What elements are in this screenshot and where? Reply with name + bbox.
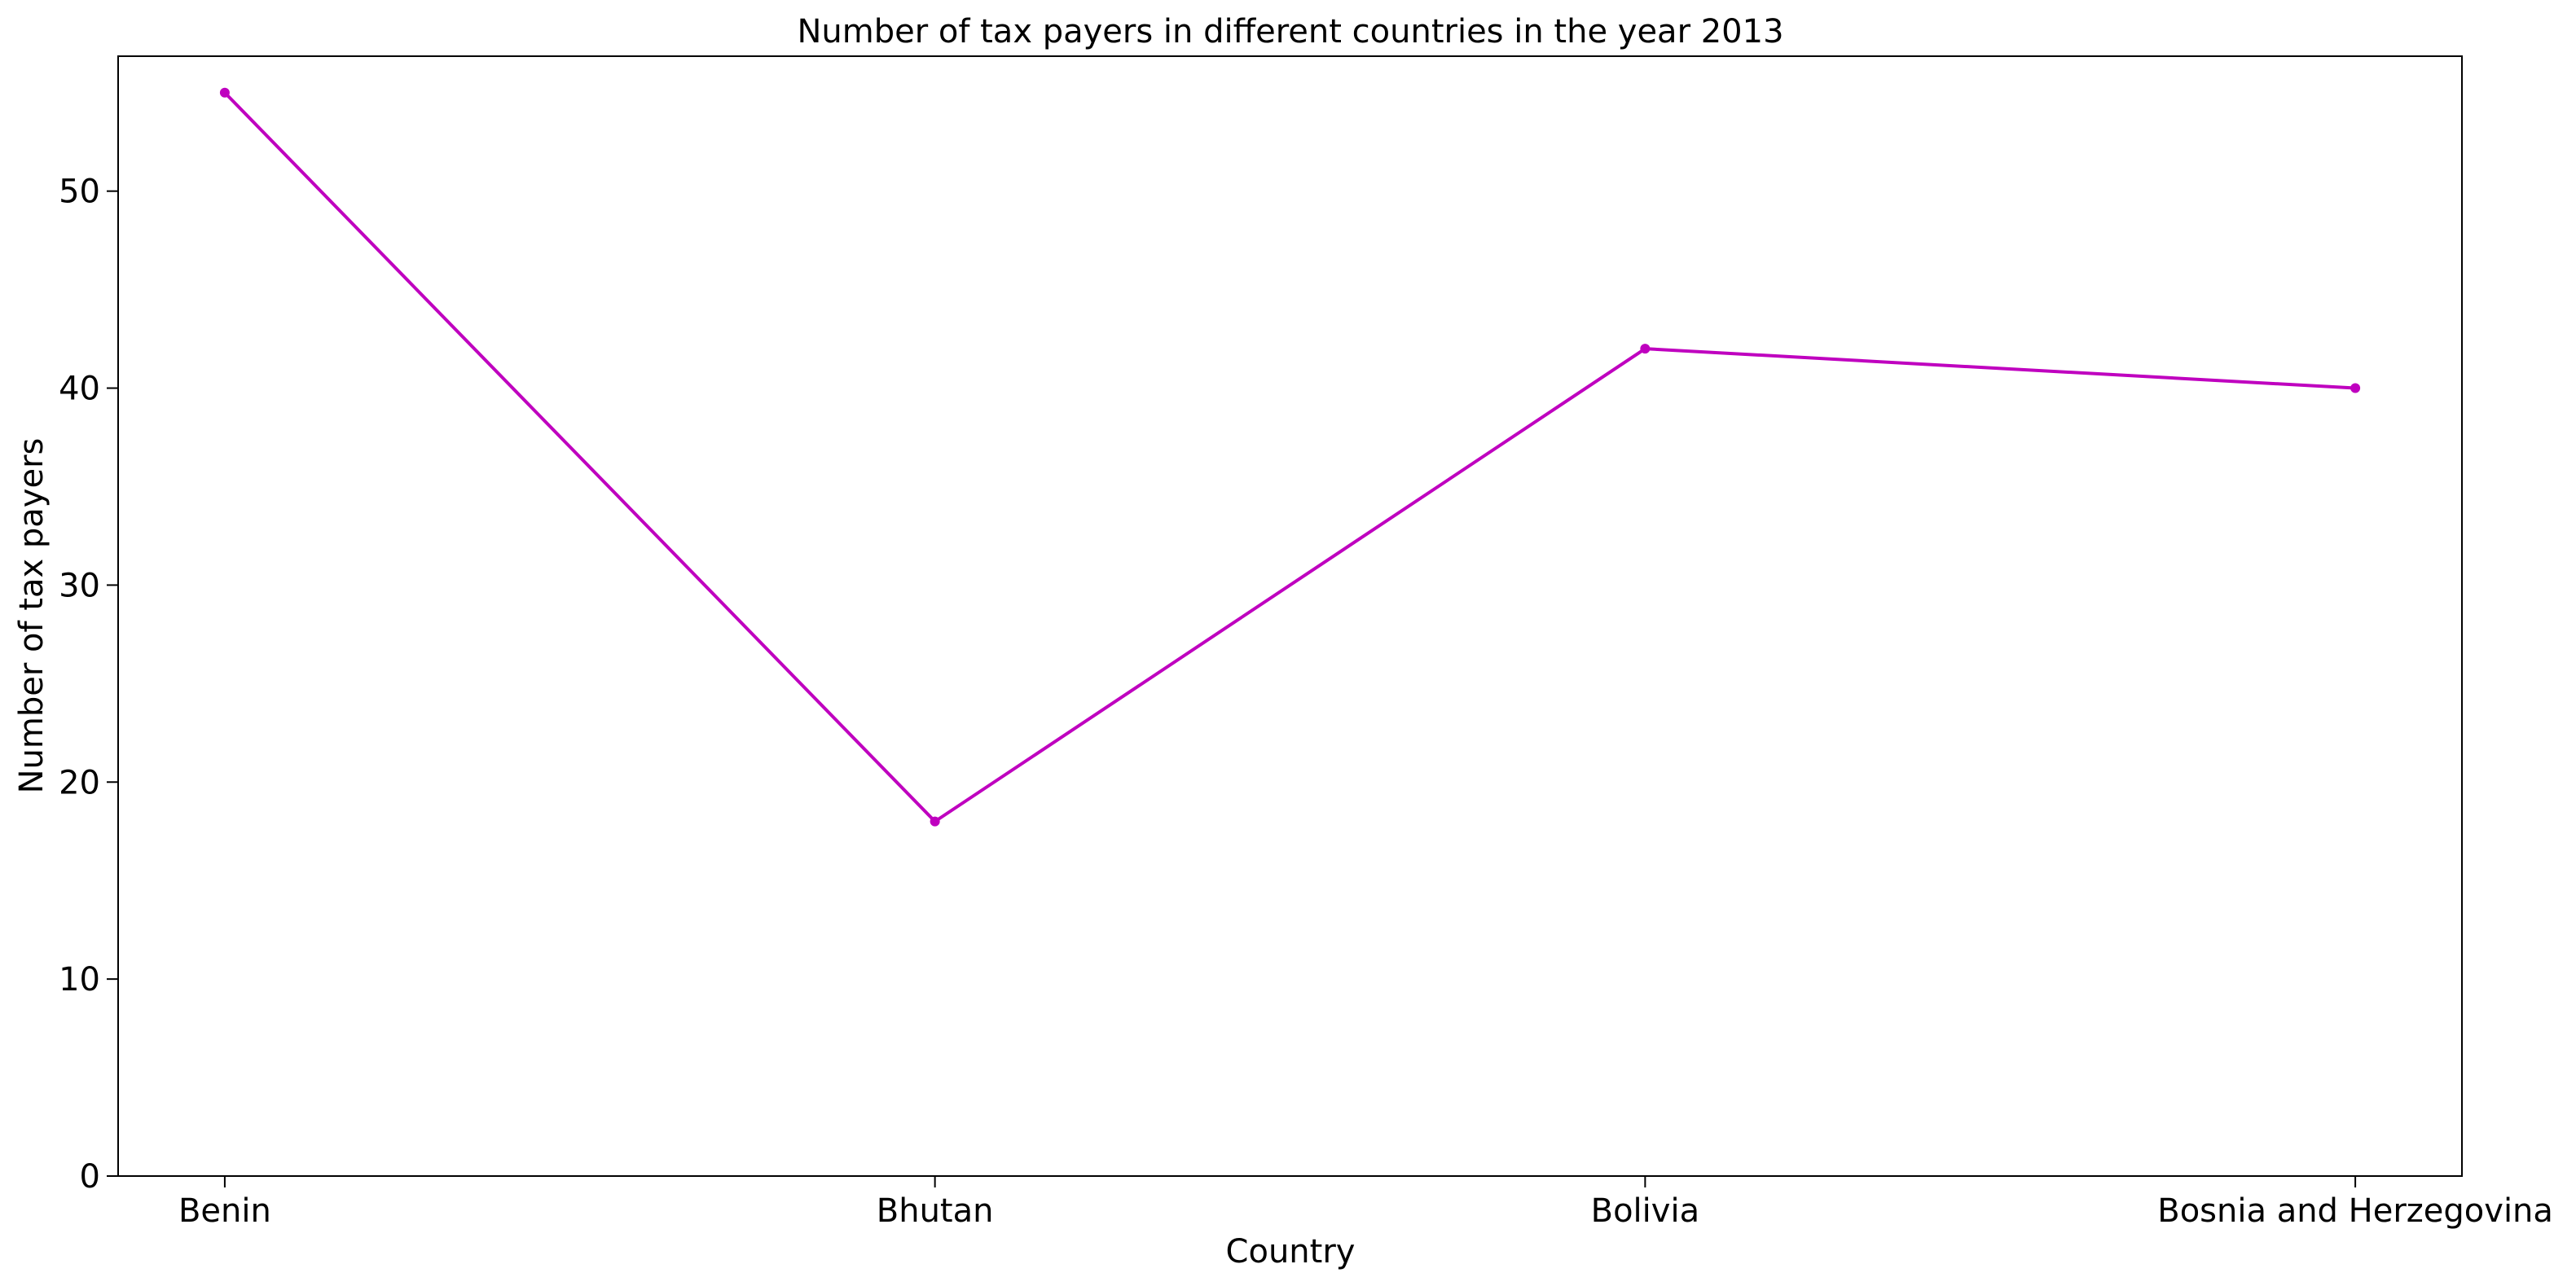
- data-point: [219, 87, 230, 98]
- plot-area: [117, 55, 2463, 1177]
- y-tick-label: 50: [59, 173, 100, 211]
- y-tick-label: 20: [59, 764, 100, 801]
- x-tick-label: Bolivia: [1591, 1192, 1699, 1230]
- x-tick-label: Bosnia and Herzegovina: [2157, 1192, 2553, 1230]
- y-axis: 0 10 20 30 40 50: [59, 173, 118, 1196]
- data-point: [930, 816, 940, 827]
- y-tick-label: 40: [59, 371, 100, 408]
- x-axis: Benin Bhutan Bolivia Bosnia and Herzegovina: [178, 1176, 2553, 1230]
- y-tick-label: 30: [59, 567, 100, 604]
- y-tick-label: 10: [59, 961, 100, 999]
- series-group: [219, 87, 2361, 827]
- series-line: [223, 91, 2356, 823]
- x-axis-label: Country: [1226, 1233, 1356, 1271]
- y-axis-label: Number of tax payers: [13, 438, 51, 794]
- x-tick-label: Bhutan: [877, 1192, 994, 1230]
- data-point: [1640, 344, 1651, 354]
- y-tick-label: 0: [80, 1158, 100, 1196]
- chart-title: Number of tax payers in different countr…: [797, 13, 1783, 50]
- x-tick-label: Benin: [178, 1192, 271, 1230]
- data-point: [2350, 383, 2361, 393]
